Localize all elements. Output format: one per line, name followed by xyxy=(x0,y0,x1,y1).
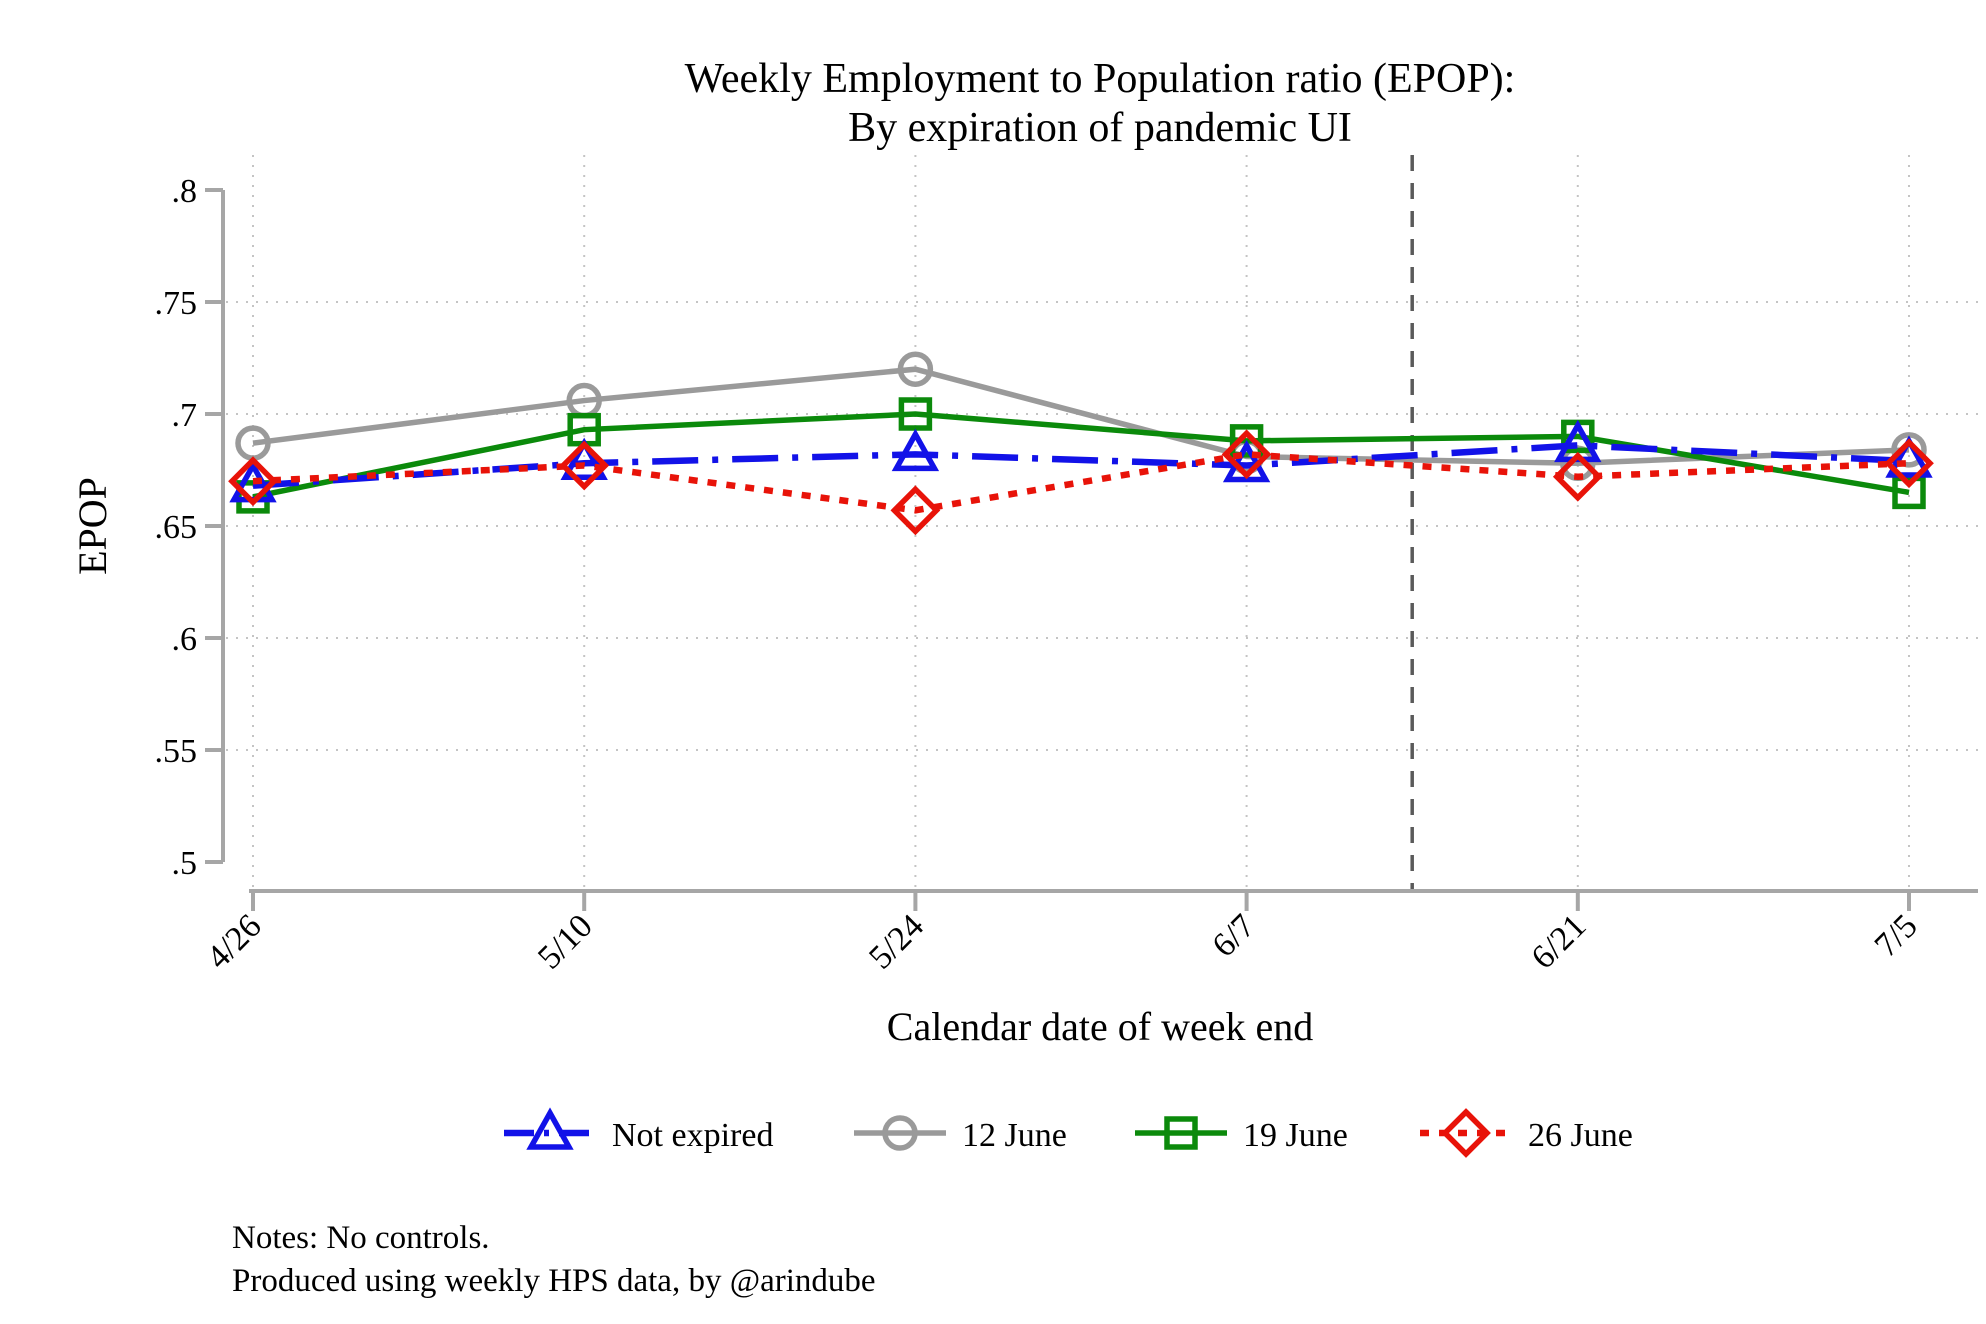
square-marker-19-june-6-7 xyxy=(1229,424,1264,458)
square-marker-19-june-7-5 xyxy=(1892,475,1926,510)
series-line-12-june xyxy=(252,366,1910,467)
x-tick-labels: 4/26 5/10 5/24 6/7 6/21 7/5 xyxy=(200,907,1925,976)
y-tick-label-0.6: .6 xyxy=(172,621,198,658)
x-axis-title: Calendar date of week end xyxy=(887,1004,1313,1049)
y-tick-label-0.55: .55 xyxy=(155,733,198,770)
legend-item-not-expired: Not expired xyxy=(504,1107,773,1154)
notes-line1: Notes: No controls. xyxy=(232,1220,490,1256)
legend-marker-diamond-26-june xyxy=(1441,1108,1491,1158)
y-tick-label-0.5: .5 xyxy=(172,845,198,882)
data-series xyxy=(228,351,1934,536)
x-tick-label-6-7: 6/7 xyxy=(1205,907,1262,964)
legend-label-26-june: 26 June xyxy=(1528,1117,1633,1154)
x-tick-label-5-24: 5/24 xyxy=(862,907,931,976)
diamond-marker-26-june-6-7 xyxy=(1221,429,1272,480)
legend-marker-square-19-june xyxy=(1164,1116,1198,1150)
series-26-june xyxy=(228,429,1934,536)
y-tick-label-0.8: .8 xyxy=(172,173,198,210)
diamond-marker-26-june-7-5 xyxy=(1884,438,1934,489)
x-tick-label-5-10: 5/10 xyxy=(531,907,600,976)
legend: Not expired 12 June 19 June 26 June xyxy=(504,1107,1633,1158)
series-line-not-expired xyxy=(252,442,1910,489)
y-axis-title: EPOP xyxy=(70,477,115,575)
circle-marker-12-june-7-5 xyxy=(1891,432,1927,468)
axes xyxy=(205,188,1978,911)
legend-item-26-june: 26 June xyxy=(1420,1108,1633,1158)
legend-label-12-june: 12 June xyxy=(962,1117,1067,1154)
y-tick-label-0.75: .75 xyxy=(155,285,198,322)
diamond-marker-26-june-6-21 xyxy=(1552,451,1603,502)
diamond-marker-26-june-4-26 xyxy=(228,456,278,507)
diamond-marker-26-june-5-10 xyxy=(559,440,610,491)
x-tick-label-7-5: 7/5 xyxy=(1868,907,1925,964)
legend-marker-circle-12-june xyxy=(882,1115,918,1151)
diamond-marker-26-june-5-24 xyxy=(890,485,941,536)
x-tick-label-4-26: 4/26 xyxy=(200,907,269,976)
chart-title-line2: By expiration of pandemic UI xyxy=(848,105,1352,151)
triangle-marker-not-expired-5-24 xyxy=(891,428,940,472)
notes-line2: Produced using weekly HPS data, by @arin… xyxy=(232,1263,876,1299)
x-tick-label-6-21: 6/21 xyxy=(1525,907,1594,976)
square-marker-19-june-5-24 xyxy=(898,397,933,431)
triangle-marker-not-expired-7-5 xyxy=(1885,435,1933,478)
gridlines xyxy=(226,155,1978,891)
legend-label-not-expired: Not expired xyxy=(612,1117,773,1154)
series-line-26-june xyxy=(252,451,1910,514)
series-line-19-june xyxy=(252,411,1910,500)
y-tick-labels: .5 .55 .6 .65 .7 .75 .8 xyxy=(155,173,198,882)
legend-item-12-june: 12 June xyxy=(854,1115,1067,1154)
legend-label-19-june: 19 June xyxy=(1243,1117,1348,1154)
legend-item-19-june: 19 June xyxy=(1135,1116,1348,1154)
legend-marker-triangle-not-expired xyxy=(526,1107,574,1150)
chart-title-line1: Weekly Employment to Population ratio (E… xyxy=(685,56,1516,102)
y-tick-label-0.7: .7 xyxy=(172,397,198,434)
series-not-expired xyxy=(229,419,1933,503)
series-19-june xyxy=(236,397,1926,514)
y-tick-label-0.65: .65 xyxy=(155,509,198,546)
circle-marker-12-june-5-24 xyxy=(897,351,934,387)
triangle-marker-not-expired-5-10 xyxy=(560,437,608,481)
